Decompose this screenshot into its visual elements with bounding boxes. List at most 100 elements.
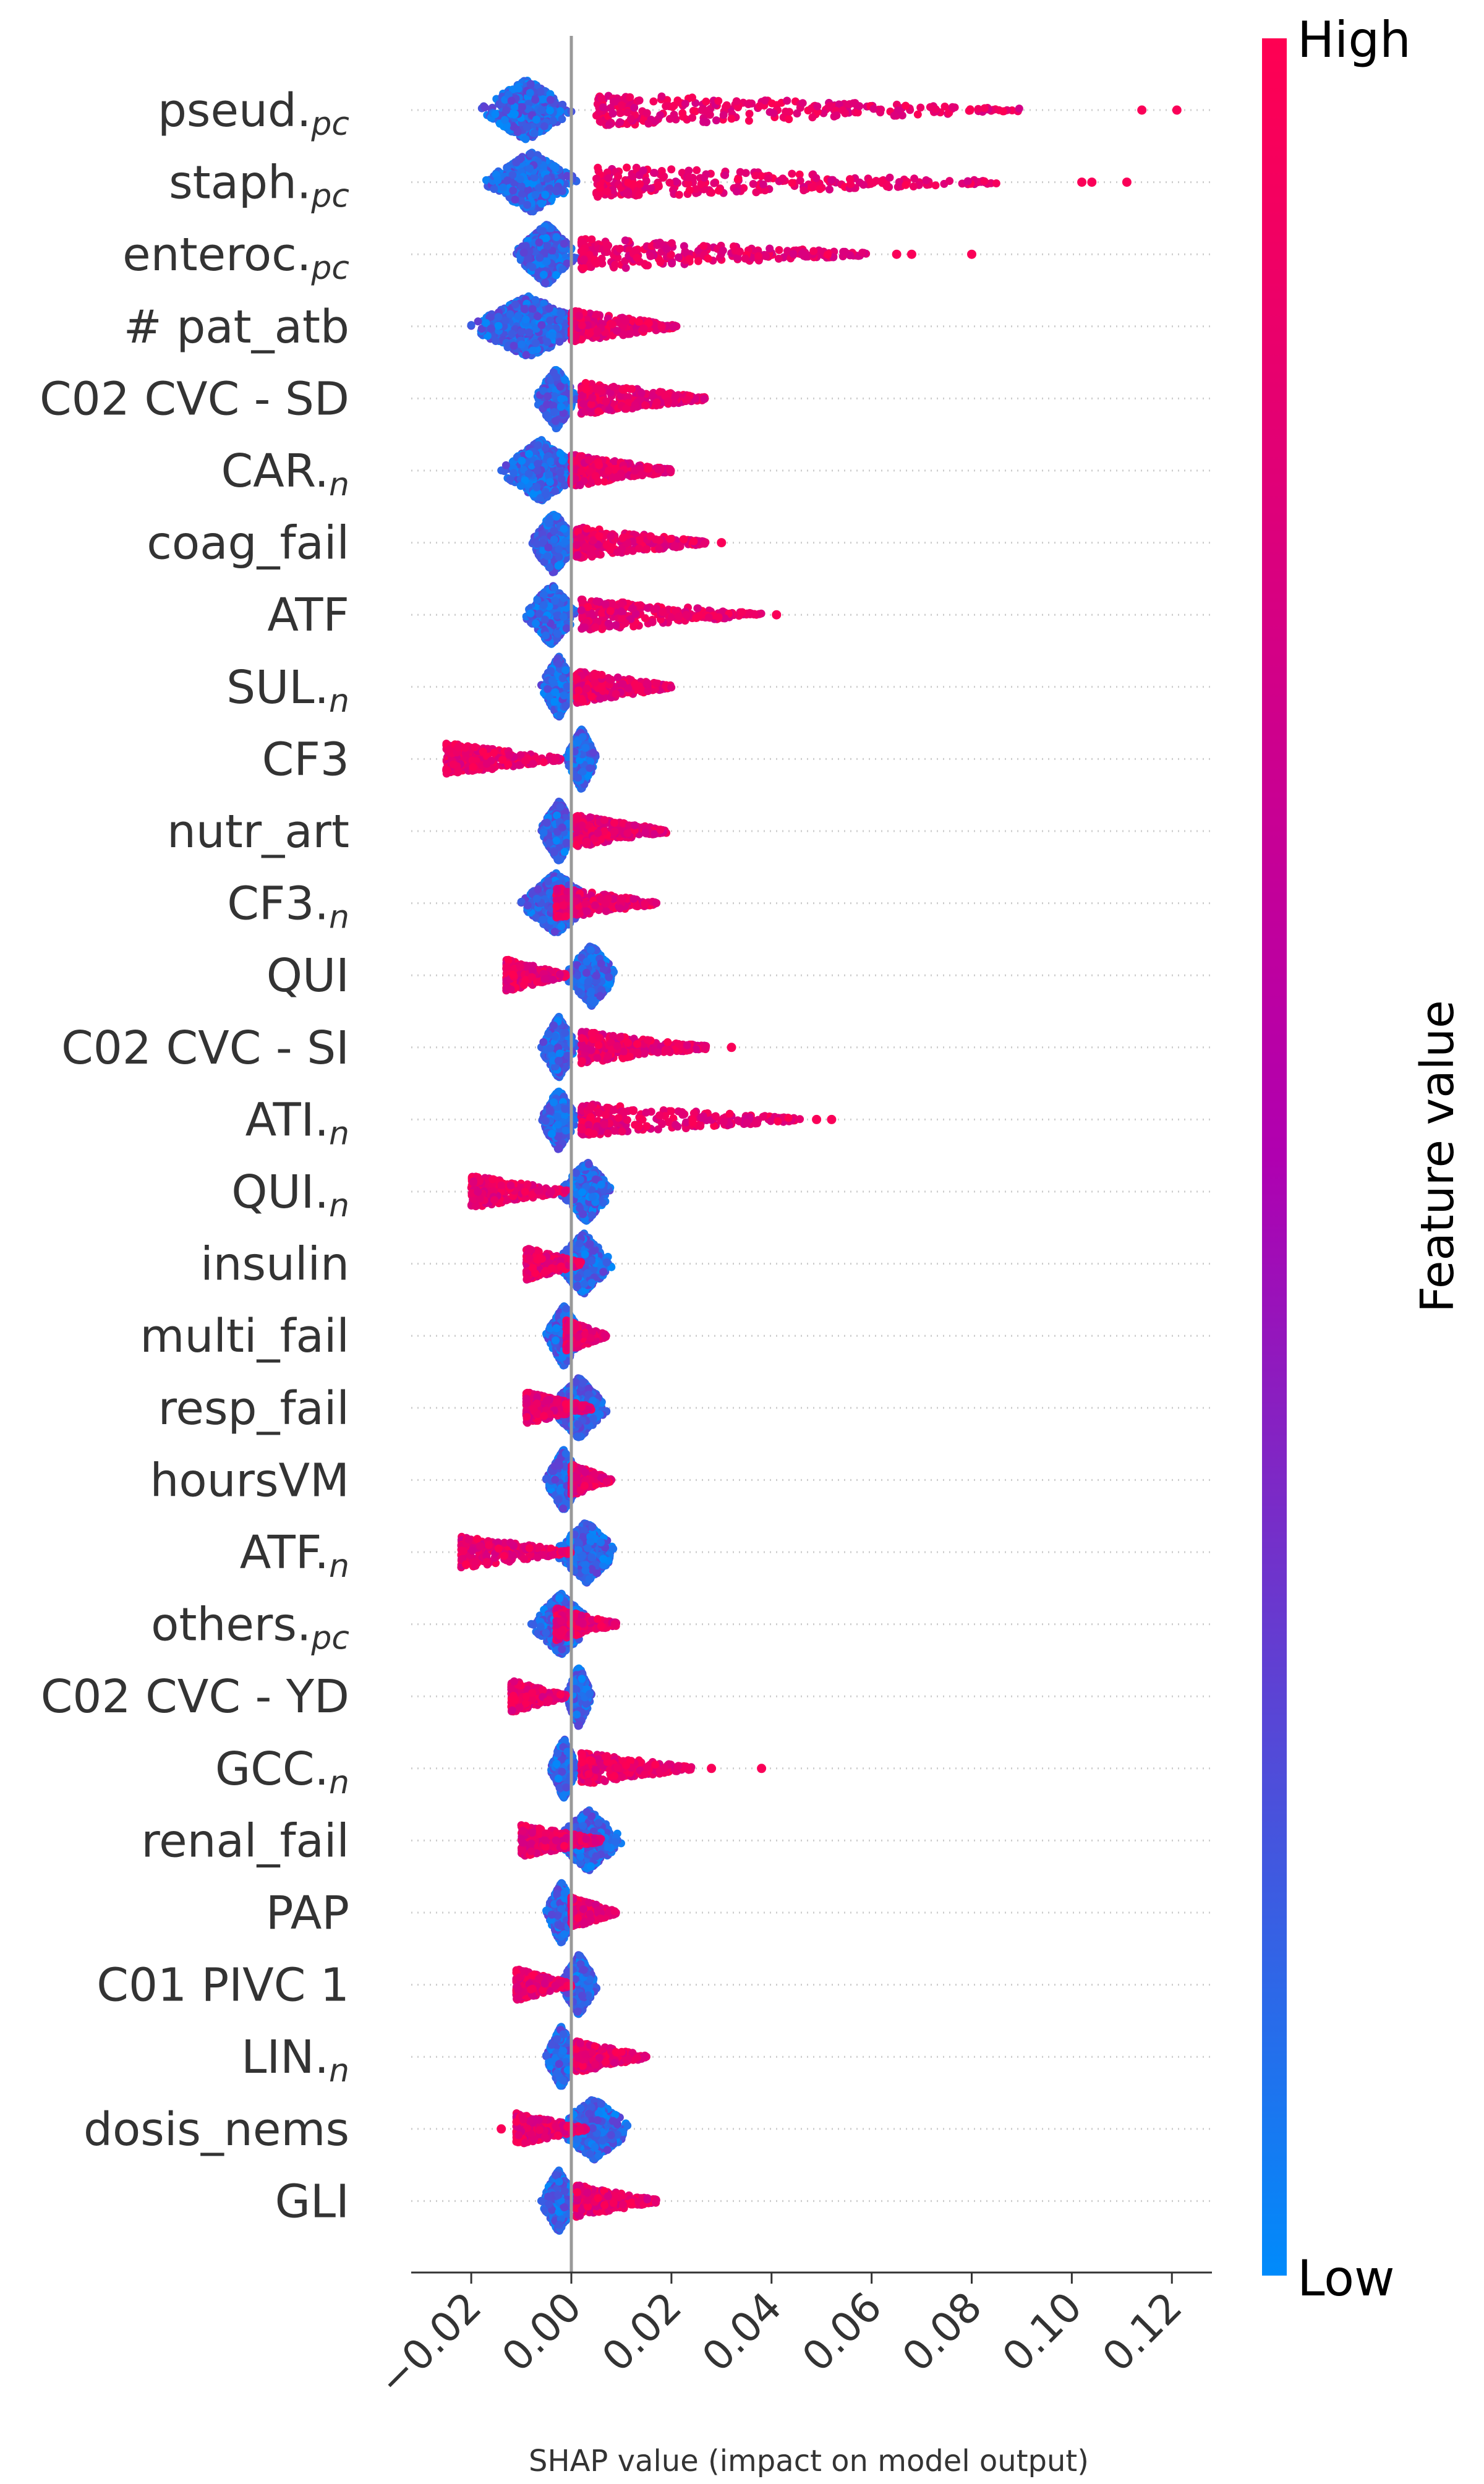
shap-dot bbox=[555, 338, 564, 346]
shap-dot bbox=[500, 116, 509, 124]
shap-dot bbox=[639, 166, 647, 175]
shap-dot bbox=[605, 121, 613, 129]
shap-dot bbox=[490, 185, 498, 194]
shap-dot bbox=[669, 323, 677, 331]
shap-dot bbox=[646, 252, 655, 260]
shap-dot bbox=[511, 195, 519, 204]
shap-dot bbox=[651, 117, 660, 126]
shap-dot bbox=[603, 187, 612, 196]
shap-dot bbox=[526, 80, 535, 88]
shap-dot bbox=[521, 315, 530, 324]
shap-dot bbox=[498, 183, 507, 192]
shap-dot bbox=[513, 128, 522, 136]
shap-dot bbox=[510, 110, 519, 119]
shap-dot bbox=[503, 176, 512, 185]
shap-dot bbox=[467, 321, 475, 330]
shap-dot bbox=[675, 190, 683, 199]
shap-dot bbox=[688, 113, 697, 122]
shap-dot bbox=[666, 466, 675, 474]
shap-dot bbox=[712, 116, 720, 125]
shap-dot bbox=[765, 244, 774, 253]
shap-dot bbox=[602, 397, 610, 406]
shap-dot bbox=[592, 259, 600, 267]
shap-dot bbox=[541, 190, 550, 199]
shap-dot bbox=[644, 119, 653, 128]
shap-dot bbox=[544, 392, 552, 401]
shap-dot bbox=[722, 101, 731, 109]
shap-dot bbox=[694, 257, 702, 265]
shap-outlier-dot bbox=[1087, 177, 1097, 187]
shap-dot bbox=[586, 329, 594, 338]
shap-dot bbox=[530, 129, 539, 137]
shap-dot bbox=[537, 106, 546, 114]
shap-dot bbox=[657, 92, 666, 101]
shap-dot bbox=[502, 106, 511, 114]
shap-dot bbox=[902, 101, 910, 110]
shap-dot bbox=[616, 118, 625, 127]
shap-dot bbox=[545, 471, 553, 479]
shap-dot bbox=[945, 177, 954, 186]
shap-dot bbox=[510, 103, 519, 111]
shap-dot bbox=[532, 116, 540, 124]
shap-dot bbox=[642, 261, 650, 270]
shap-dot bbox=[727, 114, 736, 123]
shap-dot bbox=[890, 111, 898, 120]
shap-dot bbox=[605, 406, 613, 414]
shap-dot bbox=[714, 186, 723, 195]
shap-dot bbox=[510, 341, 518, 350]
shap-dot bbox=[621, 263, 630, 272]
shap-dot bbox=[480, 103, 489, 112]
shap-dot bbox=[551, 487, 560, 495]
shap-dot bbox=[517, 340, 526, 349]
shap-dot bbox=[610, 383, 618, 391]
shap-dot bbox=[542, 411, 550, 420]
shap-dot bbox=[597, 386, 606, 395]
shap-dot bbox=[855, 102, 864, 111]
shap-dot bbox=[524, 328, 533, 337]
shap-dot bbox=[617, 101, 626, 109]
shap-dot bbox=[588, 393, 597, 402]
shap-dot bbox=[859, 181, 868, 189]
shap-dot bbox=[768, 99, 776, 108]
shap-dot bbox=[707, 189, 716, 197]
shap-dot bbox=[624, 178, 633, 187]
shap-dot bbox=[621, 317, 629, 325]
shap-dot bbox=[605, 466, 613, 475]
shap-dot bbox=[631, 466, 639, 475]
shap-dot bbox=[825, 185, 834, 194]
shap-dot bbox=[913, 110, 922, 119]
shap-dot bbox=[536, 88, 545, 96]
shap-dot bbox=[508, 330, 516, 338]
shap-dot bbox=[714, 96, 723, 105]
shap-dot bbox=[657, 322, 666, 331]
shap-dot bbox=[916, 103, 925, 112]
shap-dot bbox=[744, 100, 753, 108]
shap-dot bbox=[796, 176, 804, 185]
shap-dot bbox=[494, 312, 503, 321]
shap-dot bbox=[659, 173, 667, 182]
shap-dot bbox=[940, 102, 949, 111]
shap-dot bbox=[552, 186, 560, 195]
shap-dot bbox=[662, 245, 671, 254]
shap-dot bbox=[688, 93, 696, 102]
shap-dot bbox=[751, 171, 760, 180]
shap-dot bbox=[800, 251, 808, 260]
shap-dot bbox=[535, 238, 544, 247]
shap-dot bbox=[540, 122, 548, 130]
shap-dot bbox=[579, 264, 588, 273]
shap-dot bbox=[622, 384, 631, 393]
shap-dot bbox=[755, 102, 764, 111]
shap-dot bbox=[535, 254, 544, 262]
shap-dot bbox=[558, 100, 567, 109]
shap-dot bbox=[597, 94, 606, 103]
shap-dot bbox=[578, 247, 587, 255]
shap-dot bbox=[551, 417, 560, 425]
shap-dot bbox=[634, 190, 643, 199]
shap-dot bbox=[963, 177, 972, 186]
shap-dot bbox=[504, 90, 513, 99]
shap-dot bbox=[652, 398, 661, 407]
shap-dot bbox=[642, 109, 651, 117]
shap-dot bbox=[823, 250, 832, 259]
shap-dot bbox=[825, 101, 834, 110]
shap-dot bbox=[516, 175, 524, 184]
